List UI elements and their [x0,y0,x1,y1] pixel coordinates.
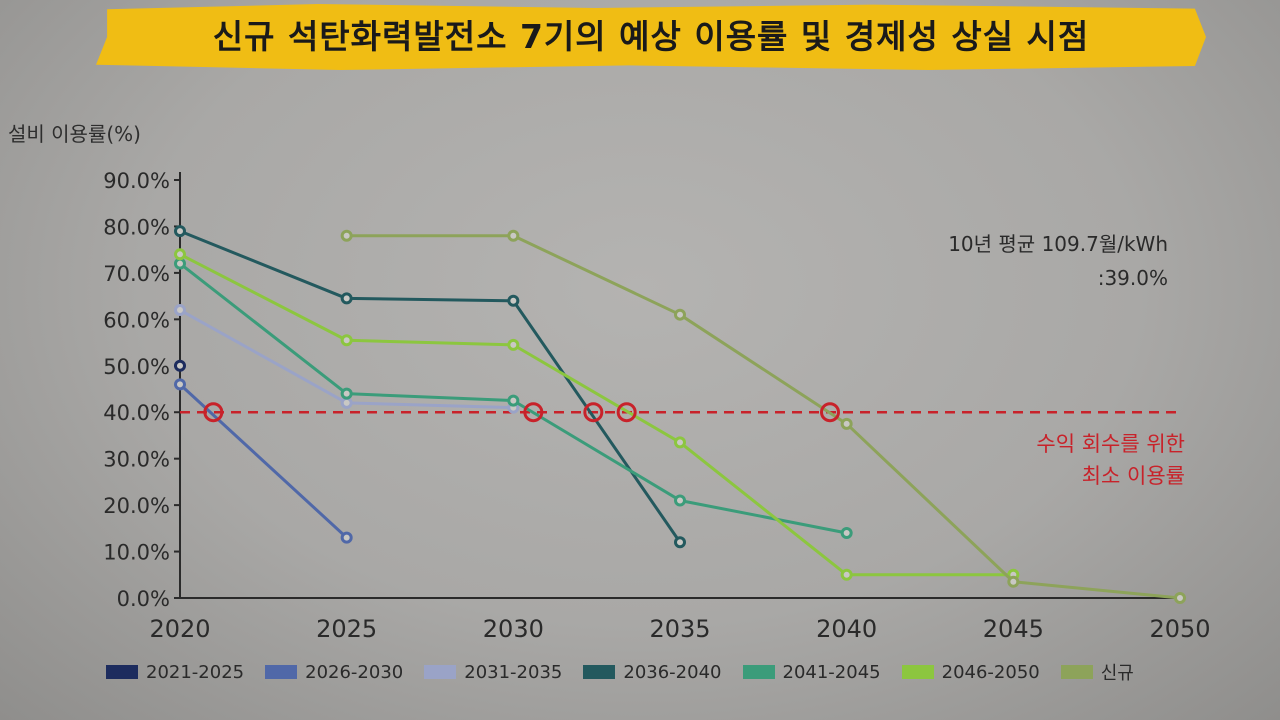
data-point [174,225,186,238]
threshold-label-line2: 최소 이용률 [1082,464,1185,488]
legend-swatch [424,665,457,679]
legend-item: 신규 [1060,659,1134,685]
legend-label: 2021-2025 [146,661,245,683]
legend-item: 2021-2025 [106,662,244,683]
data-point [340,292,353,305]
data-point [507,294,520,307]
y-tick-label: 90.0% [103,169,170,193]
y-axis-label: 설비 이용률(%) [8,122,141,146]
data-point [840,526,853,539]
data-point [340,531,353,544]
data-point [174,304,186,317]
y-tick-label: 50.0% [103,355,170,379]
average-annotation-line1: 10년 평균 109.7월/kWh [948,232,1168,256]
data-point [674,436,686,449]
data-point [1007,575,1020,588]
y-tick-label: 70.0% [103,262,170,286]
series-line [346,234,1181,600]
x-tick-label: 2030 [483,615,544,643]
legend-item: 2041-2045 [742,661,881,683]
legend-swatch [901,665,934,679]
data-point [507,394,520,407]
data-point [674,308,686,321]
legend-swatch [106,665,138,679]
x-tick-label: 2025 [316,615,377,643]
y-tick-label: 30.0% [103,448,170,472]
y-tick-label: 40.0% [103,401,170,425]
series-line [179,252,1014,577]
x-tick-label: 2045 [983,615,1044,643]
x-tick-label: 2050 [1149,615,1210,643]
threshold-crossing-marker [616,402,637,423]
title-banner [96,4,1206,70]
legend-item: 2031-2035 [424,662,562,683]
data-point [507,229,520,242]
legend-label: 2031-2035 [464,661,563,683]
data-point [174,378,186,391]
data-point [340,334,353,347]
y-tick-label: 80.0% [103,215,170,239]
data-point [174,248,186,261]
chart-legend: 2021-2025 2026-2030 2031-2035 2036-2040 2041… [106,660,1155,684]
legend-label: 2041-2045 [782,661,881,683]
legend-item: 2026-2030 [265,662,403,683]
data-point [1174,592,1186,604]
legend-swatch [1060,665,1093,679]
data-point [340,396,353,409]
data-point [340,387,353,400]
y-tick-label: 0.0% [117,587,170,611]
chart-title: 신규 석탄화력발전소 7기의 예상 이용률 및 경제성 상실 시점 [212,17,1090,56]
series-line [178,383,348,539]
legend-swatch [265,665,298,679]
data-point [840,417,853,430]
data-point [840,568,853,581]
legend-swatch [583,665,616,679]
y-tick-label: 20.0% [103,494,170,518]
legend-label: 2046-2050 [941,661,1040,683]
data-point [174,359,186,372]
threshold-crossing-marker [820,402,840,423]
legend-label: 2026-2030 [305,661,404,683]
data-point [174,257,186,270]
legend-label: 신규 [1100,663,1134,684]
threshold-crossing-marker [583,402,604,423]
threshold-label-line1: 수익 회수를 위한 [1036,432,1185,456]
x-tick-label: 2020 [149,615,210,643]
legend-item: 2046-2050 [901,661,1040,683]
data-point [674,494,686,507]
data-point [507,338,520,351]
threshold-crossing-marker [203,402,224,423]
y-tick-label: 10.0% [103,541,170,565]
legend-label: 2036-2040 [623,661,722,683]
legend-swatch [742,665,775,679]
x-tick-label: 2035 [649,615,710,643]
data-point [340,229,353,242]
x-tick-label: 2040 [816,615,877,643]
y-tick-label: 60.0% [103,308,170,332]
legend-item: 2036-2040 [583,661,722,683]
average-annotation-line2: :39.0% [1098,266,1168,290]
data-point [674,536,686,549]
threshold-crossing-marker [523,402,544,423]
